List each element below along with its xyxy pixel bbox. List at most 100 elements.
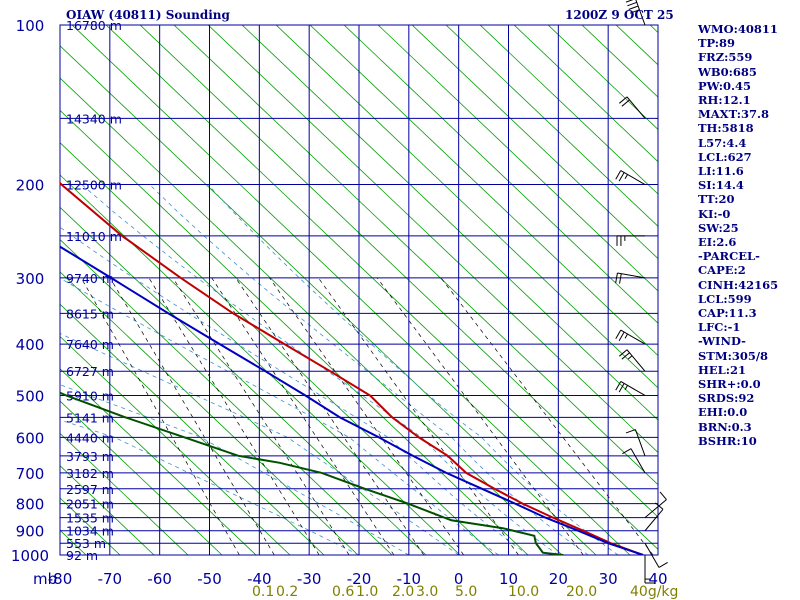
wind-barb (615, 272, 646, 284)
barb-staff (620, 329, 646, 345)
barb-flag (621, 352, 630, 360)
dry-adiabat (445, 25, 658, 227)
stat-item: KI:-0 (698, 206, 731, 221)
mixing-ratio-label: 3.0 (416, 584, 438, 600)
wind-barb (644, 491, 667, 518)
pressure-tick-label: 300 (16, 270, 45, 288)
barb-flag (615, 272, 618, 283)
sounding-profiles (60, 181, 644, 555)
height-label: 7640 m (66, 337, 114, 352)
mixing-ratio-line (376, 277, 584, 555)
pressure-tick-label: 900 (16, 523, 45, 541)
barb-staff (620, 381, 646, 396)
wind-barb (625, 429, 646, 457)
stat-item: WB0:685 (698, 64, 757, 79)
barb-flag (628, 5, 639, 10)
dry-adiabat (105, 25, 658, 550)
height-label: 3182 m (66, 466, 114, 481)
barb-staff (644, 499, 667, 518)
stat-item: CAPE:2 (698, 263, 746, 278)
height-label: 12500 m (66, 178, 122, 193)
pressure-tick-label: 1000 (11, 547, 49, 565)
stat-item: TP:89 (698, 36, 736, 51)
mixing-ratio-label: 2.0 (392, 584, 414, 600)
barb-flag (615, 381, 622, 391)
stat-item: LCL:599 (698, 291, 752, 306)
dry-adiabat (60, 432, 189, 555)
wind-barb (616, 235, 645, 246)
dry-adiabat (241, 25, 658, 421)
mixing-ratio-label: 0.6 (332, 584, 354, 600)
height-label: 14340 m (66, 111, 122, 126)
temperature-tick-label: -70 (98, 570, 123, 588)
barb-staff (635, 0, 646, 26)
sounding-datetime: 1200Z 9 OCT 25 (565, 8, 674, 22)
barb-flag (629, 9, 640, 14)
pressure-unit-label: mb (33, 570, 57, 588)
mixing-ratio-line (148, 277, 320, 555)
dry-adiabat (60, 239, 393, 555)
moist-adiabat (60, 277, 499, 555)
barb-flag (618, 383, 625, 393)
temperature-tick-label: -30 (297, 570, 322, 588)
barb-half (624, 174, 628, 180)
pressure-tick-label: 500 (16, 387, 45, 405)
dry-adiabat (309, 25, 658, 357)
mixing-ratio-label: 0.2 (276, 584, 298, 600)
stat-item: LFC:-1 (698, 320, 741, 335)
dry-adiabat (60, 335, 291, 555)
sounding-title: OIAW (40811) Sounding (66, 8, 230, 22)
mixing-ratio-label: 5.0 (455, 584, 477, 600)
height-label: 5141 m (66, 410, 114, 425)
barb-flag (618, 331, 625, 341)
barb-flag (621, 99, 630, 107)
height-label: 4440 m (66, 430, 114, 445)
stat-item: TH:5818 (698, 121, 754, 136)
stat-item: LI:11.6 (698, 164, 744, 179)
dry-adiabat (60, 77, 563, 555)
barb-flag (625, 0, 634, 3)
mixing-ratio-label: 1.0 (356, 584, 378, 600)
mixing-ratio-line (80, 277, 240, 555)
barb-staff (634, 429, 646, 457)
wind-barb (615, 381, 646, 396)
dry-adiabat (207, 25, 658, 453)
barb-flag (659, 491, 667, 500)
height-label: 8615 m (66, 306, 114, 321)
barb-staff (644, 508, 664, 532)
barb-half (624, 385, 628, 390)
stat-item: -WIND- (698, 334, 746, 349)
moist-adiabat (149, 184, 589, 555)
pressure-tick-label: 800 (16, 496, 45, 514)
temperature-pressure-grid (59, 24, 659, 556)
stat-item: SHR+:0.0 (698, 377, 761, 392)
height-label: 9740 m (66, 271, 114, 286)
dry-adiabat (60, 271, 359, 555)
stat-item: -PARCEL- (698, 249, 760, 264)
mixing-ratio-label: 40g/kg (630, 584, 678, 600)
stat-item: BRN:0.3 (698, 419, 752, 434)
barb-staff (644, 542, 660, 568)
temperature-tick-label: -10 (397, 570, 422, 588)
barb-flag (622, 448, 632, 455)
barb-flag (615, 170, 622, 180)
stat-item: WMO:40811 (698, 22, 778, 36)
pressure-tick-label: 700 (16, 465, 45, 483)
mixing-ratio-line (109, 277, 275, 555)
dry-adiabat (60, 368, 257, 555)
dry-adiabat (139, 25, 658, 518)
wind-barb (644, 542, 668, 568)
height-label: 2051 m (66, 497, 114, 512)
mixing-ratio-line (269, 277, 464, 555)
pressure-tick-label: 200 (16, 177, 45, 195)
stat-item: CAP:11.3 (698, 306, 757, 321)
moist-adiabat (81, 184, 559, 555)
barb-staff (626, 96, 646, 119)
temperature-tick-label: -60 (147, 570, 172, 588)
height-label: 2597 m (66, 482, 114, 497)
barb-flag (618, 172, 625, 182)
pressure-tick-label: 600 (16, 429, 45, 447)
dry-adiabat-lines (60, 25, 658, 555)
barb-staff (617, 272, 646, 279)
